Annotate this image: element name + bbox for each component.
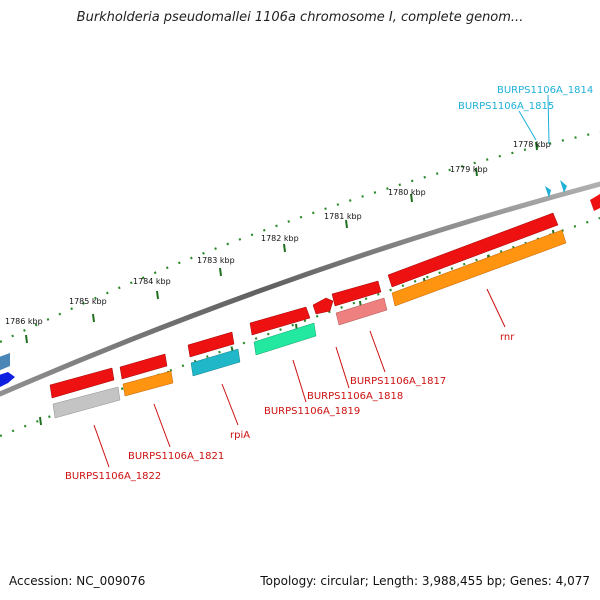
label-burps1106a-1817: BURPS1106A_1817 [350,376,446,387]
label-burps1106a-1821: BURPS1106A_1821 [128,451,224,462]
topology-text: Topology: circular; Length: 3,988,455 bp… [260,574,590,588]
gene-burps1106a-1817[interactable] [331,280,382,307]
kbp-tick-label: 1785 kbp [69,297,107,306]
kbp-tick-label: 1781 kbp [324,212,362,221]
genome-title: Burkholderia pseudomallei 1106a chromoso… [76,10,524,25]
gene-burps1106a-1822-annotation[interactable] [52,386,121,419]
major-tick [410,193,413,203]
major-tick [219,267,222,277]
kbp-tick-label: 1786 kbp [5,317,43,326]
inner-major-tick [39,416,42,426]
kbp-tick-label: 1780 kbp [388,188,426,197]
kbp-tick-label: 1783 kbp [197,256,235,265]
major-tick [25,334,28,344]
label-rpia: rpiA [230,430,250,441]
gene-rnr[interactable] [387,212,559,288]
gene-burps1106a-1818[interactable] [312,297,334,315]
gene-burps1106a-1819[interactable] [249,306,311,336]
major-tick [92,313,95,323]
gene-burps1106a-1822[interactable] [49,367,115,399]
gene-burps1106a-1815[interactable] [545,186,551,198]
gene-steel-partial[interactable] [0,353,10,372]
kbp-tick-label: 1778 kbp [513,140,551,149]
gene-rnr-annotation[interactable] [391,229,567,307]
gene-burps1106a-1819-annotation[interactable] [253,322,317,356]
major-tick [535,141,538,151]
gene-burps1106a-1817-annotation[interactable] [335,297,388,326]
kbp-tick-label: 1784 kbp [133,277,171,286]
gene-red-partial-right[interactable] [590,194,600,211]
accession-text: Accession: NC_009076 [9,574,146,588]
gene-rpia[interactable] [187,331,235,358]
kbp-tick-label: 1782 kbp [261,234,299,243]
label-burps1106a-1815: BURPS1106A_1815 [458,101,554,112]
gene-burps1106a-1821[interactable] [119,353,168,380]
major-tick [156,290,159,300]
label-burps1106a-1814: BURPS1106A_1814 [497,85,593,96]
label-leader-lines [93,94,550,468]
gene-burps1106a-1814[interactable] [560,180,567,193]
label-burps1106a-1822: BURPS1106A_1822 [65,471,161,482]
chromosome-backbone [0,181,600,397]
major-tick [345,219,348,229]
label-burps1106a-1818: BURPS1106A_1818 [307,391,403,402]
gene-rpia-annotation[interactable] [190,348,241,377]
major-tick [475,167,478,177]
gene-blue-partial[interactable] [0,372,15,389]
major-tick [283,243,286,253]
label-rnr: rnr [500,332,515,343]
label-burps1106a-1819: BURPS1106A_1819 [264,406,360,417]
gene-burps1106a-1821-annotation[interactable] [122,370,174,397]
kbp-tick-label: 1779 kbp [450,165,488,174]
